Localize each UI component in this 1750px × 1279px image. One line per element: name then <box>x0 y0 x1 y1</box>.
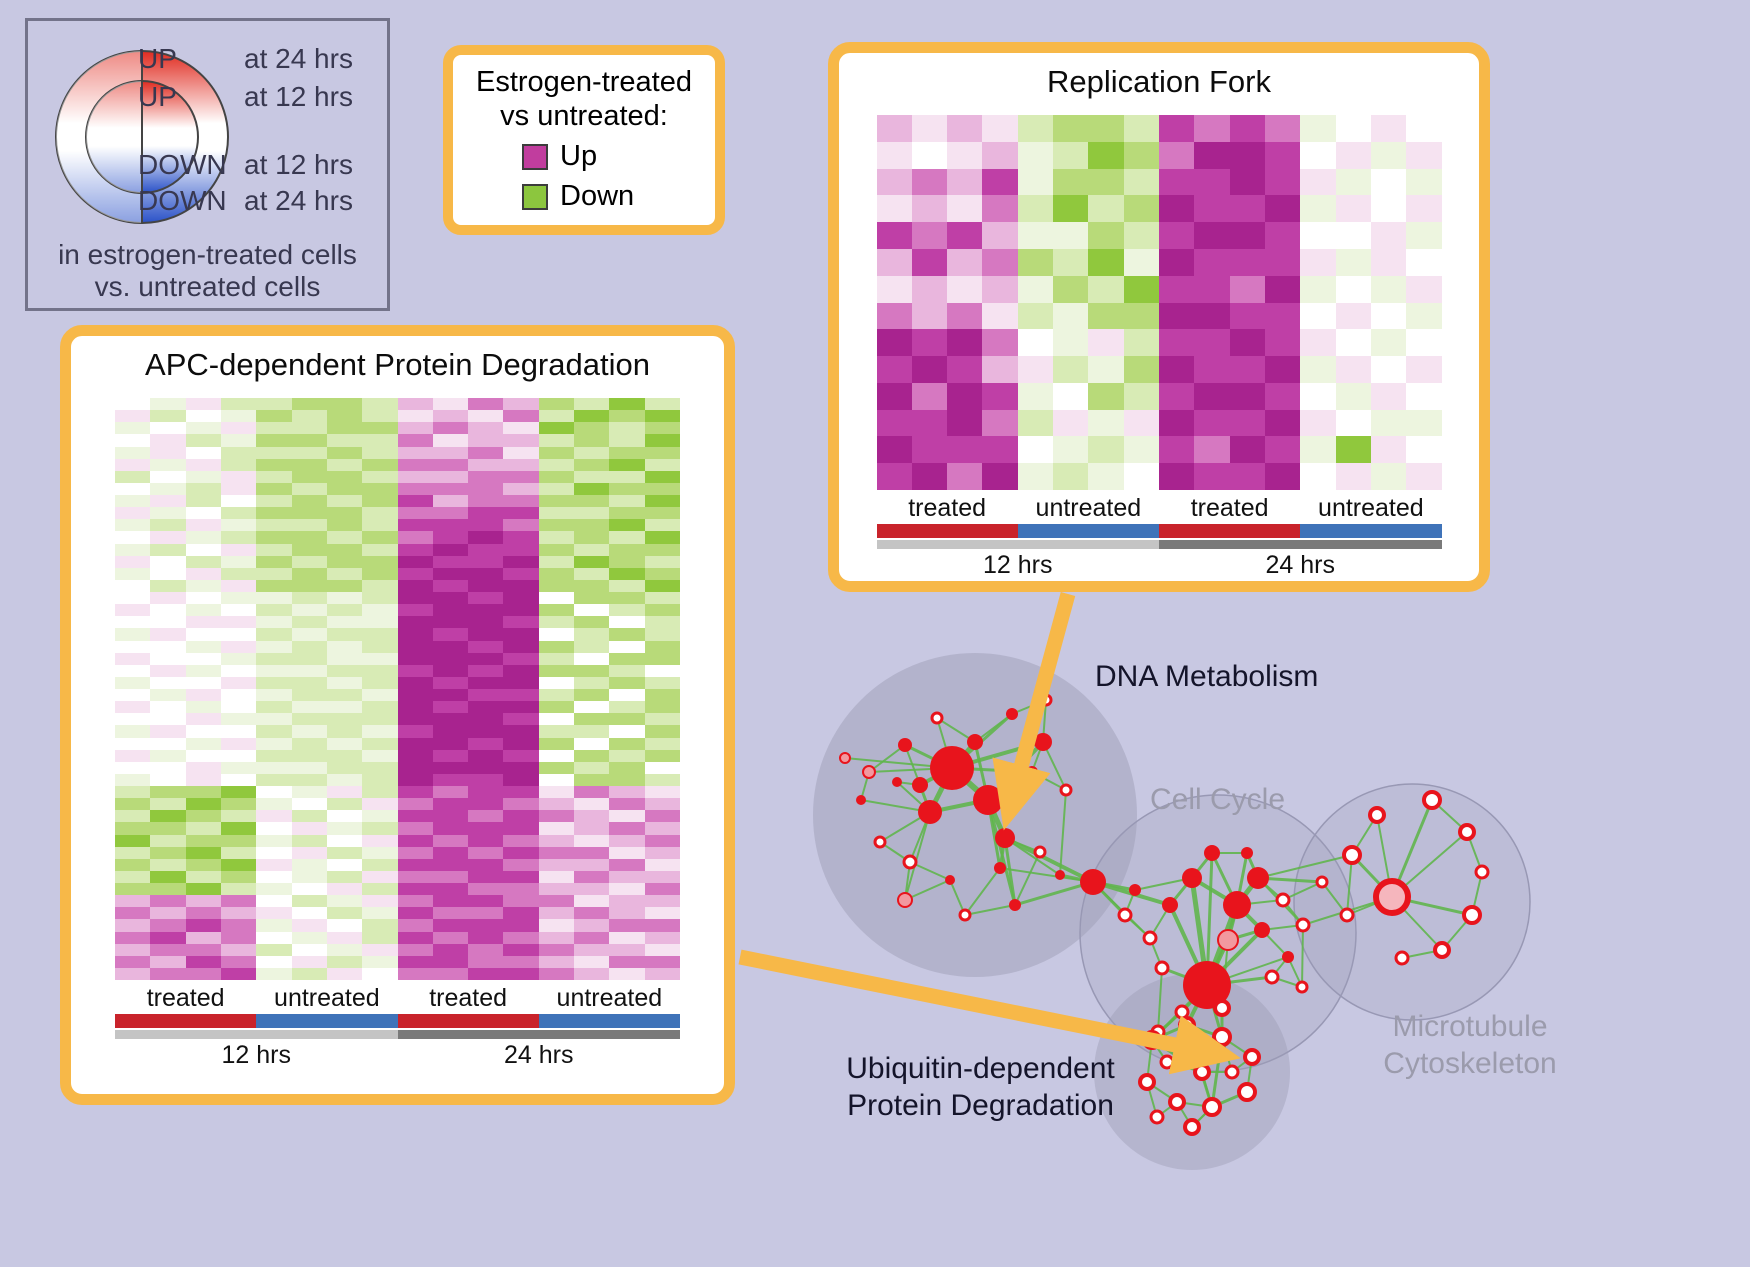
untreated-bar <box>538 1014 680 1028</box>
treated-bar <box>115 1014 257 1028</box>
apc-degradation-panel: APC-dependent Protein Degradation treate… <box>60 325 735 1105</box>
replication-fork-heatmap <box>876 115 1442 490</box>
up-color-swatch <box>522 143 548 170</box>
group-labels: treated untreated treated untreated <box>877 494 1442 524</box>
group-label-treated-12: treated <box>146 984 225 1012</box>
cluster-label-cell-cycle: Cell Cycle <box>1150 783 1286 816</box>
legend-item-down: Down <box>453 180 715 213</box>
panel-title-replication-fork: Replication Fork <box>1047 64 1271 99</box>
legend-direction: UP <box>138 81 177 112</box>
untreated-bar <box>256 1014 398 1028</box>
cluster-label-ubiquitin: Ubiquitin-dependent Protein Degradation <box>843 1050 1118 1124</box>
group-labels: treated untreated treated untreated <box>115 984 680 1014</box>
hrs12-bar <box>115 1030 398 1039</box>
time-labels: 12 hrs 24 hrs <box>115 1041 680 1071</box>
time-labels: 12 hrs 24 hrs <box>877 551 1442 581</box>
label-12hrs: 12 hrs <box>983 551 1053 579</box>
condition-color-bars <box>115 1014 680 1028</box>
updown-circle-legend: UP at 24 hrs UP at 12 hrs DOWN at 12 hrs DO… <box>25 18 390 311</box>
hrs24-bar <box>1159 540 1442 549</box>
group-label-treated-24: treated <box>1190 494 1269 522</box>
concentric-circles-graphic <box>55 50 229 224</box>
replication-fork-panel: Replication Fork treated untreated treat… <box>828 42 1490 592</box>
legend-row-up-12: UP at 12 hrs <box>138 81 353 113</box>
hrs24-bar <box>397 1030 680 1039</box>
time-color-bars <box>876 540 1442 549</box>
down-color-swatch <box>522 183 548 210</box>
legend-row-down-12: DOWN at 12 hrs <box>138 149 353 181</box>
legend-time: at 12 hrs <box>244 81 353 112</box>
hrs12-bar <box>876 540 1159 549</box>
treated-bar <box>1159 524 1301 538</box>
legend-caption-line2: vs. untreated cells <box>94 271 321 302</box>
group-label-untreated-12: untreated <box>274 984 380 1012</box>
estrogen-color-legend: Estrogen-treated vs untreated: Up Down <box>443 45 725 235</box>
cluster-label-dna-metabolism: DNA Metabolism <box>1095 660 1319 693</box>
legend-time: at 24 hrs <box>244 43 353 74</box>
up-label: Up <box>560 140 598 172</box>
legend-direction: UP <box>138 43 177 74</box>
legend-direction: DOWN <box>138 149 227 180</box>
legend-caption-line1: in estrogen-treated cells <box>58 239 357 270</box>
condition-color-bars <box>876 524 1442 538</box>
label-12hrs: 12 hrs <box>221 1041 291 1069</box>
cluster-label-microtubule: Microtubule Cytoskeleton <box>1368 1008 1572 1082</box>
microtubule-line1: Microtubule <box>1392 1010 1548 1043</box>
label-24hrs: 24 hrs <box>504 1041 574 1069</box>
apc-heatmap <box>115 398 680 980</box>
legend-time: at 12 hrs <box>244 149 353 180</box>
color-legend-title: Estrogen-treated vs untreated: <box>453 65 715 133</box>
ubiquitin-line1: Ubiquitin-dependent <box>846 1052 1115 1085</box>
time-color-bars <box>115 1030 680 1039</box>
legend-direction: DOWN <box>138 185 227 216</box>
panel-title-apc: APC-dependent Protein Degradation <box>145 347 650 382</box>
group-label-treated-12: treated <box>908 494 987 522</box>
treated-bar <box>876 524 1018 538</box>
legend-row-up-24: UP at 24 hrs <box>138 43 353 75</box>
down-label: Down <box>560 180 635 212</box>
legend-row-down-24: DOWN at 24 hrs <box>138 185 353 217</box>
color-legend-title-line2: vs untreated: <box>500 100 668 132</box>
untreated-bar <box>1017 524 1159 538</box>
group-label-untreated-24: untreated <box>556 984 663 1012</box>
ubiquitin-line2: Protein Degradation <box>847 1089 1114 1122</box>
color-legend-title-line1: Estrogen-treated <box>475 66 692 98</box>
label-24hrs: 24 hrs <box>1265 551 1335 579</box>
legend-time: at 24 hrs <box>244 185 353 216</box>
group-label-treated-24: treated <box>429 984 508 1012</box>
group-label-untreated-12: untreated <box>1035 494 1142 522</box>
group-label-untreated-24: untreated <box>1318 494 1424 522</box>
legend-item-up: Up <box>453 140 715 173</box>
treated-bar <box>397 1014 539 1028</box>
untreated-bar <box>1300 524 1442 538</box>
microtubule-line2: Cytoskeleton <box>1383 1047 1557 1080</box>
